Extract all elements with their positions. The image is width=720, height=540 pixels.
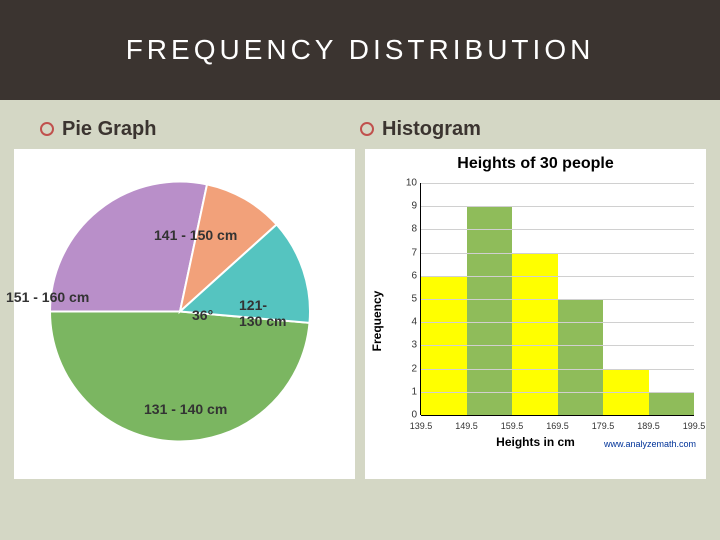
y-tick-label: 7	[401, 247, 417, 258]
histogram-ylabel: Frequency	[370, 291, 384, 352]
pie-slice	[50, 312, 310, 442]
x-tick-label: 179.5	[592, 421, 615, 431]
grid-line	[421, 299, 694, 300]
y-tick-label: 9	[401, 201, 417, 212]
y-tick-label: 10	[401, 178, 417, 189]
histogram-bar	[558, 299, 604, 415]
histogram-plot-area: 012345678910139.5149.5159.5169.5179.5189…	[421, 183, 694, 415]
grid-line	[421, 276, 694, 277]
x-tick-label: 139.5	[410, 421, 433, 431]
right-subheading: Histogram	[360, 118, 680, 141]
title-bar: FREQUENCY DISTRIBUTION	[0, 0, 720, 100]
y-tick-label: 2	[401, 363, 417, 374]
bullet-icon	[360, 122, 374, 136]
x-tick-label: 169.5	[546, 421, 569, 431]
x-tick-label: 199.5	[683, 421, 706, 431]
panels-row: 151 - 160 cm 141 - 150 cm 121-130 cm 131 - …	[0, 149, 720, 479]
grid-line	[421, 206, 694, 207]
histogram-xlabel: Heights in cm	[496, 435, 575, 449]
x-tick-label: 189.5	[637, 421, 660, 431]
grid-line	[421, 229, 694, 230]
grid-line	[421, 253, 694, 254]
pie-slice-label: 121-130 cm	[239, 297, 286, 329]
left-subheading: Pie Graph	[40, 118, 360, 141]
y-tick-label: 6	[401, 270, 417, 281]
pie-panel: 151 - 160 cm141 - 150 cm121-130 cm131 - …	[14, 149, 355, 479]
pie-slice-label: 141 - 150 cm	[154, 227, 237, 243]
grid-line	[421, 183, 694, 184]
x-tick-label: 159.5	[501, 421, 524, 431]
histogram-title: Heights of 30 people	[365, 149, 706, 173]
histogram-bar	[467, 206, 513, 415]
y-tick-label: 3	[401, 340, 417, 351]
histogram-credit: www.analyzemath.com	[604, 439, 696, 449]
pie-slice-label: 131 - 140 cm	[144, 401, 227, 417]
x-axis-line	[421, 415, 694, 416]
y-tick-label: 8	[401, 224, 417, 235]
histogram-bar	[512, 253, 558, 415]
grid-line	[421, 392, 694, 393]
y-tick-label: 5	[401, 294, 417, 305]
grid-line	[421, 345, 694, 346]
y-tick-label: 4	[401, 317, 417, 328]
x-tick-label: 149.5	[455, 421, 478, 431]
pie-slice-label: 151 - 160 cm	[6, 289, 89, 305]
y-tick-label: 0	[401, 410, 417, 421]
subheadings-row: Pie Graph Histogram	[0, 100, 720, 149]
histogram-bar	[649, 392, 695, 415]
left-subheading-text: Pie Graph	[62, 118, 156, 140]
y-tick-label: 1	[401, 386, 417, 397]
grid-line	[421, 322, 694, 323]
pie-chart	[25, 152, 345, 477]
grid-line	[421, 369, 694, 370]
right-subheading-text: Histogram	[382, 118, 481, 140]
pie-angle-label: 36°	[192, 307, 213, 323]
bullet-icon	[40, 122, 54, 136]
histogram-panel: Heights of 30 people Frequency 012345678…	[365, 149, 706, 479]
slide-title: FREQUENCY DISTRIBUTION	[126, 34, 595, 66]
